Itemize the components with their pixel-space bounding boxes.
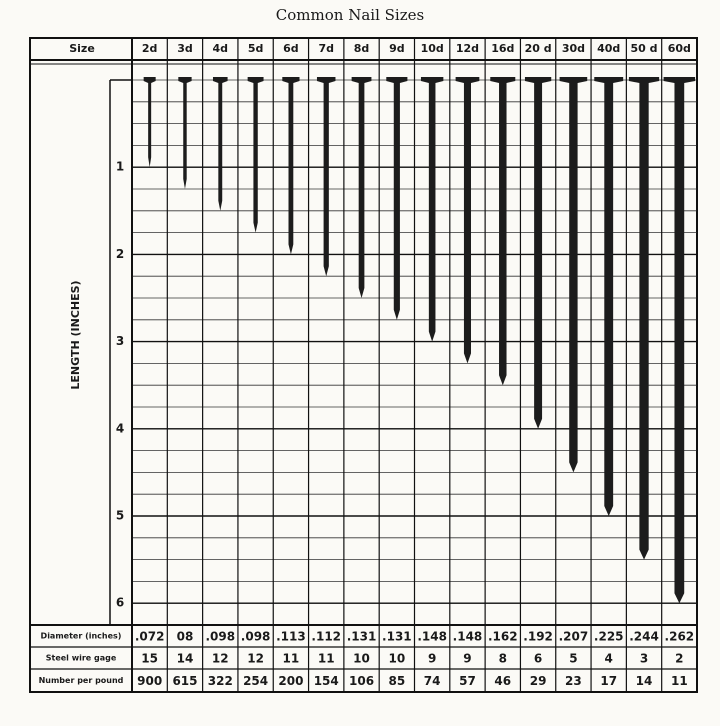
nail [316,77,336,277]
table-cell: 11 [671,674,688,688]
nail [524,77,552,429]
row-label: Diameter (inches) [41,632,122,641]
table-cell: 85 [388,674,405,688]
nail [594,77,624,516]
nail [628,77,660,560]
table-cell: 14 [636,674,653,688]
table-cell: .098 [241,630,271,644]
x-tick-label: 30d [562,42,585,55]
x-tick-label: 16d [491,42,514,55]
x-tick-label: 60d [668,42,691,55]
nail [455,77,480,364]
x-tick-label: 12d [456,42,479,55]
table-cell: 322 [208,674,233,688]
table-cell: .192 [523,630,553,644]
table-cell: 12 [212,652,229,666]
table-cell: .244 [629,630,659,644]
x-tick-label: 40d [597,42,620,55]
table-cell: .113 [276,630,306,644]
table-cell: .112 [311,630,341,644]
nail [490,77,516,386]
table-cell: 3 [640,652,648,666]
table-cell: .162 [488,630,518,644]
table-cell: 11 [283,652,300,666]
x-tick-label: 6d [283,42,299,55]
nail [143,77,156,168]
nail [178,77,192,189]
x-tick-label: 20 d [525,42,552,55]
nail [247,77,264,233]
chart-title: Common Nail Sizes [276,6,424,24]
table-cell: 6 [534,652,542,666]
table-cell: 11 [318,652,335,666]
table-cell: 12 [247,652,264,666]
row-label: Number per pound [39,676,124,685]
table-cell: 9 [463,652,471,666]
table-cell: .262 [665,630,695,644]
table-cell: .098 [205,630,235,644]
y-tick-label: 4 [116,421,124,435]
x-tick-label: 10d [421,42,444,55]
table-cell: .072 [135,630,165,644]
table-cell: 17 [600,674,617,688]
table-cell: 154 [314,674,339,688]
table-cell: 15 [141,652,158,666]
x-tick-label: 7d [318,42,334,55]
table-cell: 74 [424,674,441,688]
table-cell: 10 [388,652,405,666]
x-tick-label: 8d [354,42,370,55]
table-cell: 14 [177,652,194,666]
table-cell: 10 [353,652,370,666]
table-cell: 29 [530,674,547,688]
table-cell: 106 [349,674,374,688]
table-cell: 900 [137,674,162,688]
table-cell: 615 [172,674,197,688]
y-axis-label: LENGTH (INCHES) [69,280,82,389]
x-tick-label: 5d [248,42,264,55]
nail [386,77,408,320]
x-tick-label: 4d [213,42,229,55]
table-cell: .207 [559,630,589,644]
table-cell: 200 [278,674,303,688]
table-cell: .225 [594,630,624,644]
table-cell: 2 [675,652,683,666]
header-label: Size [69,42,95,55]
y-tick-label: 3 [116,334,124,348]
x-tick-label: 3d [177,42,193,55]
table-cell: 9 [428,652,436,666]
table-cell: 23 [565,674,582,688]
table-cell: 8 [499,652,507,666]
table-cell: 08 [177,630,194,644]
nail [559,77,588,473]
table-cell: .131 [347,630,377,644]
table-cell: .148 [453,630,483,644]
table-cell: 46 [494,674,511,688]
table-cell: .131 [382,630,412,644]
nail [212,77,228,211]
table-cell: 57 [459,674,476,688]
table-cell: 254 [243,674,268,688]
row-label: Steel wire gage [46,654,117,663]
y-tick-label: 5 [116,509,124,523]
nail [351,77,372,298]
x-tick-label: 2d [142,42,158,55]
nail [420,77,444,342]
nail [282,77,300,255]
nail [663,77,696,604]
x-tick-label: 9d [389,42,405,55]
y-tick-label: 2 [116,247,124,261]
table-cell: .148 [417,630,447,644]
y-tick-label: 1 [116,160,124,174]
table-cell: 4 [605,652,613,666]
table-cell: 5 [569,652,577,666]
x-tick-label: 50 d [631,42,658,55]
y-tick-label: 6 [116,596,124,610]
